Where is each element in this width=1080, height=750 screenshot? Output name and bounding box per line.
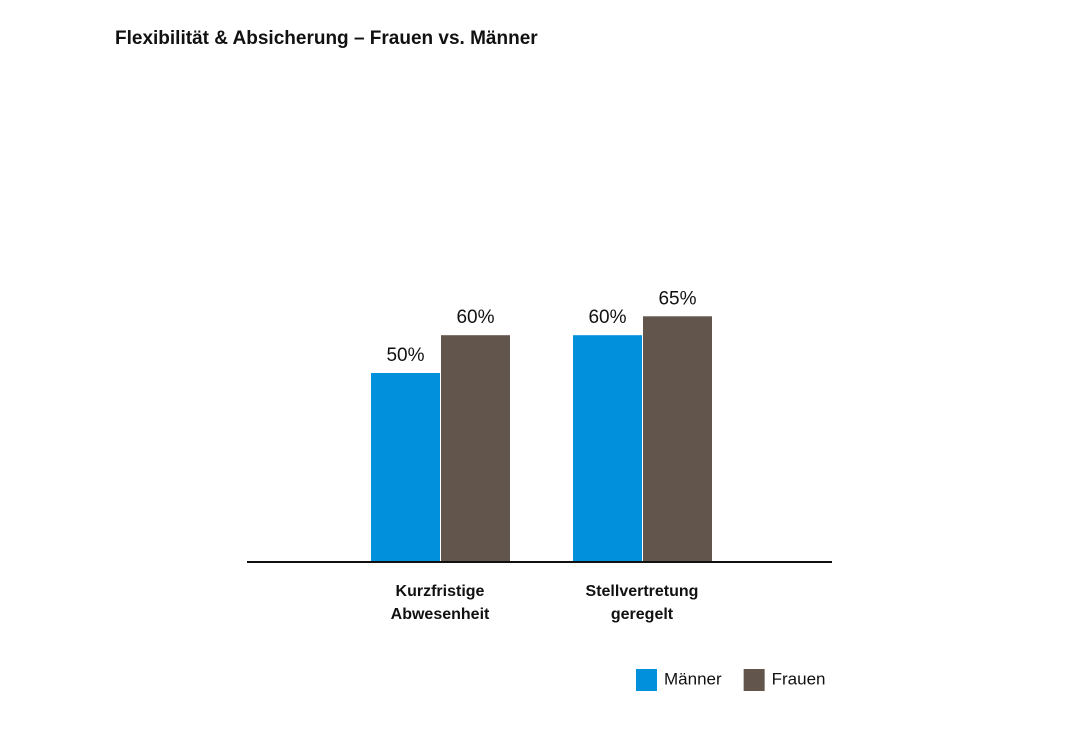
x-tick-label: Kurzfristige Abwesenheit [390, 583, 490, 623]
bar [573, 335, 642, 562]
bar [441, 335, 510, 562]
legend-swatch [743, 669, 765, 691]
value-label: 50% [386, 345, 424, 366]
legend-label: Frauen [772, 669, 826, 688]
legend-label: Männer [664, 669, 722, 688]
bar [643, 316, 712, 562]
value-label: 60% [588, 307, 626, 328]
value-label: 65% [658, 288, 696, 309]
x-tick-label: Stellvertretung geregelt [585, 583, 699, 623]
value-label: 60% [456, 307, 494, 328]
legend-swatch [636, 669, 657, 691]
chart-title: Flexibilität & Absicherung – Frauen vs. … [115, 28, 538, 49]
bar [371, 373, 440, 562]
